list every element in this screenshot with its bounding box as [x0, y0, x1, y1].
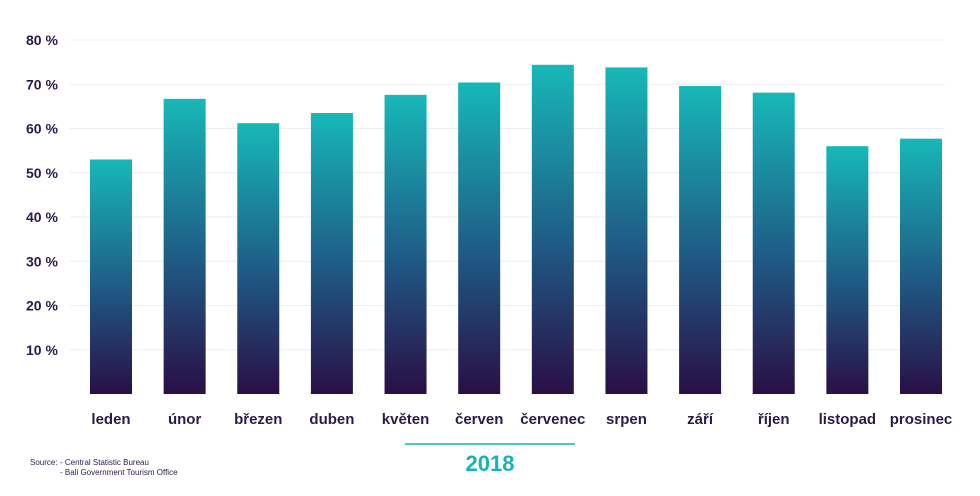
y-tick-label: 10 % — [26, 342, 58, 358]
bar-0 — [90, 159, 132, 394]
bar-2 — [237, 123, 280, 394]
bar-4 — [384, 94, 427, 395]
x-tick-label: duben — [309, 411, 354, 428]
x-tick-label: leden — [91, 411, 130, 428]
bar-6 — [531, 64, 574, 394]
bar-5 — [458, 82, 501, 394]
source-item: - Bali Government Tourism Office — [60, 468, 178, 477]
y-tick-label: 50 % — [26, 165, 58, 181]
bar-7 — [605, 67, 648, 394]
y-axis-ticks: 10 % 20 % 30 % 40 % 50 % 60 % 70 % 80 % — [26, 32, 58, 358]
y-tick-label: 20 % — [26, 298, 58, 314]
bars — [90, 64, 942, 395]
x-tick-label: listopad — [819, 411, 877, 428]
x-tick-label: červenec — [520, 411, 585, 428]
x-tick-label: srpen — [606, 411, 647, 428]
gridlines — [70, 39, 945, 351]
bar-9 — [752, 92, 795, 394]
x-tick-label: říjen — [758, 411, 790, 428]
x-tick-label: červen — [455, 411, 503, 428]
source-note: Source: - Central Statistic Bureau - Bal… — [30, 458, 178, 478]
source-item: - Central Statistic Bureau — [60, 458, 149, 467]
x-tick-label: březen — [234, 411, 282, 428]
x-axis-labels: leden únor březen duben květen červen červenec… — [91, 411, 952, 428]
y-tick-label: 60 % — [26, 121, 58, 137]
x-tick-label: září — [687, 411, 714, 428]
bar-1 — [163, 98, 206, 394]
bar-10 — [826, 146, 869, 394]
y-tick-label: 80 % — [26, 32, 58, 48]
y-tick-label: 70 % — [26, 76, 58, 92]
y-tick-label: 40 % — [26, 209, 58, 225]
y-tick-label: 30 % — [26, 253, 58, 269]
x-axis-title: 2018 — [466, 451, 515, 476]
x-tick-label: únor — [168, 411, 201, 428]
bar-8 — [679, 86, 722, 395]
x-tick-label: květen — [382, 411, 430, 428]
bar-11 — [900, 138, 942, 394]
x-tick-label: prosinec — [890, 411, 953, 428]
source-label: Source: — [30, 458, 58, 467]
bar-3 — [310, 113, 353, 394]
